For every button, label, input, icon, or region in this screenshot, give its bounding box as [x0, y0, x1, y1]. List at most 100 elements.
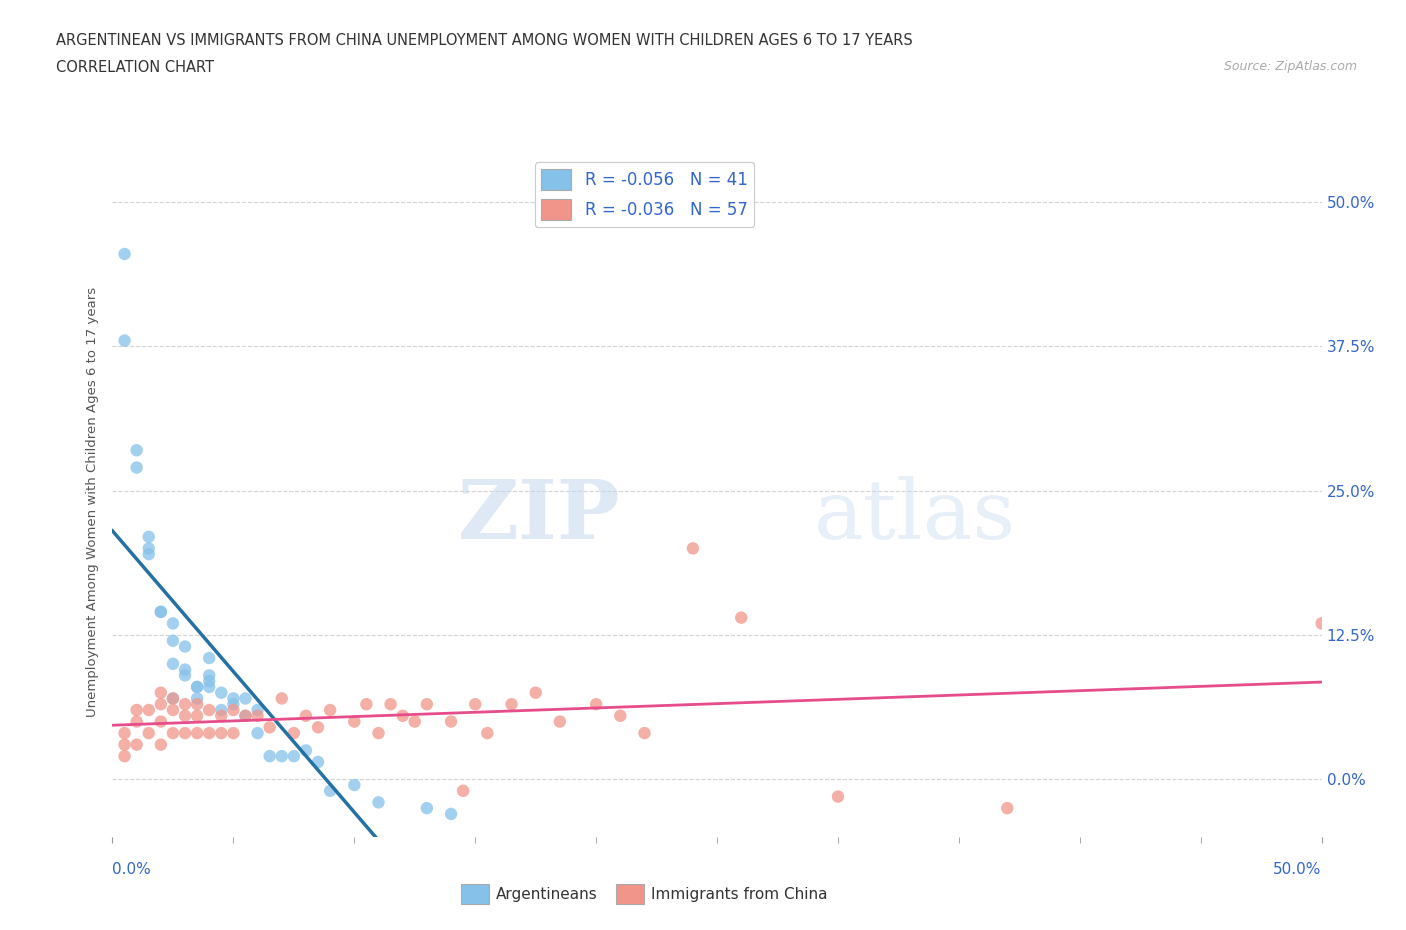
Point — [162, 633, 184, 648]
Text: ARGENTINEAN VS IMMIGRANTS FROM CHINA UNEMPLOYMENT AMONG WOMEN WITH CHILDREN AGES: ARGENTINEAN VS IMMIGRANTS FROM CHINA UNE… — [56, 33, 912, 47]
Text: atlas: atlas — [814, 475, 1017, 555]
Point — [198, 673, 221, 688]
Point — [174, 725, 197, 740]
Point — [125, 714, 148, 729]
Point — [162, 691, 184, 706]
Point — [209, 702, 232, 717]
Point — [246, 709, 269, 724]
Point — [198, 725, 221, 740]
Point — [149, 604, 172, 619]
Point — [283, 749, 305, 764]
Point — [162, 725, 184, 740]
Text: Source: ZipAtlas.com: Source: ZipAtlas.com — [1223, 60, 1357, 73]
Point — [416, 801, 439, 816]
Point — [125, 460, 148, 475]
Point — [149, 697, 172, 711]
Text: 0.0%: 0.0% — [112, 862, 152, 877]
Point — [307, 754, 329, 769]
Text: ZIP: ZIP — [458, 475, 620, 555]
Point — [186, 680, 208, 695]
Point — [524, 685, 547, 700]
Point — [319, 783, 342, 798]
Point — [235, 709, 257, 724]
Point — [138, 541, 160, 556]
Point — [416, 697, 439, 711]
Point — [138, 702, 160, 717]
Point — [114, 737, 136, 752]
Point — [391, 709, 413, 724]
Point — [730, 610, 752, 625]
Point — [633, 725, 655, 740]
Point — [125, 737, 148, 752]
Point — [222, 725, 245, 740]
Point — [295, 743, 318, 758]
Point — [114, 246, 136, 261]
Point — [198, 702, 221, 717]
Point — [259, 749, 281, 764]
Legend: R = -0.056   N = 41, R = -0.036   N = 57: R = -0.056 N = 41, R = -0.036 N = 57 — [534, 163, 754, 227]
Point — [174, 668, 197, 683]
Point — [138, 547, 160, 562]
Point — [356, 697, 378, 711]
Point — [367, 725, 389, 740]
Point — [198, 651, 221, 666]
Point — [209, 685, 232, 700]
Point — [114, 749, 136, 764]
Point — [125, 702, 148, 717]
Point — [114, 333, 136, 348]
Point — [270, 749, 292, 764]
Point — [464, 697, 486, 711]
Point — [209, 725, 232, 740]
Text: CORRELATION CHART: CORRELATION CHART — [56, 60, 214, 75]
Point — [125, 443, 148, 458]
Point — [404, 714, 426, 729]
Point — [343, 777, 366, 792]
Point — [501, 697, 523, 711]
Point — [222, 702, 245, 717]
Point — [440, 806, 463, 821]
Point — [138, 529, 160, 544]
Point — [174, 639, 197, 654]
Point — [174, 662, 197, 677]
Point — [149, 714, 172, 729]
Y-axis label: Unemployment Among Women with Children Ages 6 to 17 years: Unemployment Among Women with Children A… — [86, 287, 100, 717]
Point — [548, 714, 571, 729]
Point — [222, 697, 245, 711]
Point — [609, 709, 631, 724]
Point — [114, 725, 136, 740]
Point — [149, 685, 172, 700]
Point — [295, 709, 318, 724]
Point — [1310, 616, 1333, 631]
Point — [477, 725, 499, 740]
Point — [198, 680, 221, 695]
Point — [162, 616, 184, 631]
Point — [174, 697, 197, 711]
Point — [682, 541, 704, 556]
Point — [451, 783, 474, 798]
Point — [149, 604, 172, 619]
Point — [162, 691, 184, 706]
Point — [827, 790, 849, 804]
Point — [367, 795, 389, 810]
Text: 50.0%: 50.0% — [1274, 862, 1322, 877]
Point — [186, 691, 208, 706]
Point — [235, 709, 257, 724]
Point — [222, 691, 245, 706]
Point — [138, 725, 160, 740]
Point — [246, 702, 269, 717]
Point — [246, 725, 269, 740]
Point — [198, 668, 221, 683]
Point — [995, 801, 1018, 816]
Point — [259, 720, 281, 735]
Point — [174, 709, 197, 724]
Point — [209, 709, 232, 724]
Point — [186, 680, 208, 695]
Point — [186, 697, 208, 711]
Point — [186, 725, 208, 740]
Point — [307, 720, 329, 735]
Point — [186, 709, 208, 724]
Point — [585, 697, 607, 711]
Point — [149, 737, 172, 752]
Point — [270, 691, 292, 706]
Point — [440, 714, 463, 729]
